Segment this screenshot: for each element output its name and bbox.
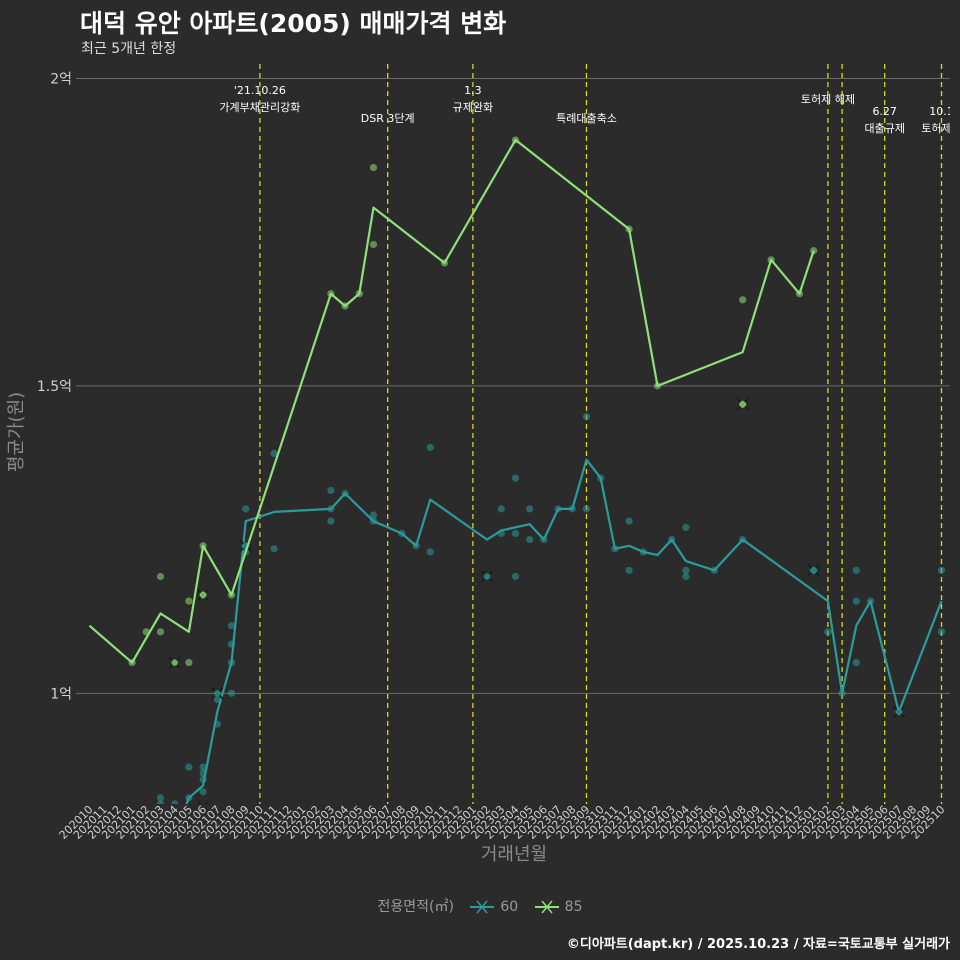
event-label: '21.10.26 (234, 84, 286, 97)
data-point-60 (582, 413, 591, 421)
data-point-60 (185, 763, 193, 771)
data-point-60 (497, 505, 505, 513)
chart-title: 대덕 유안 아파트(2005) 매매가격 변화 (80, 9, 507, 38)
x-marker-dot (171, 659, 178, 666)
data-point-60 (852, 566, 860, 574)
x-marker-stroke (205, 801, 210, 804)
data-point-60 (242, 505, 250, 513)
x-marker-dot (895, 708, 903, 715)
legend: 전용면적(㎡) 60 85 (0, 896, 960, 916)
data-point-60 (682, 566, 690, 574)
x-marker-dot (739, 401, 746, 408)
x-marker-dot (202, 803, 204, 804)
data-point-85 (185, 597, 193, 605)
data-point-60 (824, 628, 832, 636)
data-point-60 (937, 566, 946, 574)
event-label: 6.27 (872, 105, 897, 118)
data-point-60 (270, 545, 278, 553)
data-point-85 (156, 628, 165, 636)
y-tick-label: 2억 (50, 71, 72, 87)
data-point-60 (426, 443, 434, 451)
x-marker-60 (892, 705, 905, 718)
data-point-60 (511, 474, 520, 482)
data-point-85 (369, 240, 378, 249)
data-point-60 (171, 843, 178, 850)
data-point-60 (270, 449, 278, 458)
x-marker-85 (736, 398, 749, 411)
data-point-60 (852, 597, 860, 605)
data-point-60 (682, 523, 690, 531)
y-axis-title: 평균가(원) (6, 392, 27, 472)
data-point-60 (625, 566, 633, 574)
data-point-60 (156, 794, 165, 802)
series-line-60 (185, 458, 943, 804)
data-point-60 (526, 536, 534, 544)
data-point-85 (369, 164, 378, 172)
data-point-60 (143, 868, 150, 875)
data-point-60 (682, 572, 690, 581)
event-label: 대출규제 (864, 122, 904, 135)
x-marker-dot (199, 591, 207, 599)
event-label: 10.1 (929, 105, 954, 118)
event-label: 토허제 해제 (801, 92, 855, 106)
data-point-60 (227, 689, 236, 697)
event-label: DSR 3단계 (361, 112, 415, 125)
x-marker-60 (211, 687, 224, 700)
data-point-60 (937, 628, 946, 636)
legend-swatch-85 (534, 900, 559, 914)
data-point-60 (171, 800, 179, 804)
chart-caption: ©디아파트(dapt.kr) / 2025.10.23 / 자료=국토교통부 실… (566, 937, 950, 952)
x-marker-85 (197, 588, 210, 602)
chart-subtitle: 최근 5개년 한정 (81, 41, 177, 57)
data-point-60 (625, 517, 633, 525)
data-point-60 (511, 529, 520, 538)
series-line-85 (88, 138, 815, 664)
x-marker-dot (214, 690, 221, 697)
event-label: 1.3 (464, 84, 482, 97)
x-marker-stroke (197, 801, 202, 804)
x-marker-dot (483, 573, 491, 580)
data-point-60 (156, 800, 165, 804)
x-marker-dot (810, 567, 817, 574)
legend-label-85: 85 (564, 899, 583, 915)
data-point-60 (526, 505, 534, 513)
legend-title: 전용면적(㎡) (377, 899, 454, 915)
data-point-60 (227, 622, 236, 630)
x-marker-85 (168, 656, 181, 669)
legend-swatch-60 (470, 900, 495, 914)
data-point-60 (511, 572, 520, 581)
event-label: 가계부채관리강화 (219, 101, 300, 114)
data-point-60 (327, 517, 335, 525)
data-point-85 (739, 296, 747, 304)
data-point-60 (199, 763, 207, 771)
event-label: 토허제확 (921, 122, 960, 135)
x-marker-60 (807, 564, 820, 577)
data-point-60 (129, 856, 136, 863)
event-label: 규제완화 (453, 101, 493, 114)
event-label: 특례대출축소 (556, 112, 617, 125)
data-point-60 (582, 505, 591, 513)
x-marker-60 (197, 801, 210, 804)
data-point-60 (199, 788, 207, 796)
data-point-60 (327, 486, 335, 495)
y-tick-label: 1억 (50, 686, 72, 702)
legend-item-85: 85 (533, 899, 583, 915)
data-point-60 (426, 548, 434, 556)
y-tick-label: 1.5억 (37, 379, 72, 395)
x-axis-title: 거래년월 (481, 844, 547, 865)
legend-item-60: 60 (468, 899, 518, 915)
data-point-85 (156, 572, 165, 581)
data-point-60 (213, 695, 221, 704)
data-point-60 (852, 658, 860, 667)
data-point-85 (185, 658, 193, 667)
x-marker-60 (481, 570, 494, 583)
legend-label-60: 60 (500, 899, 519, 915)
data-point-60 (369, 511, 378, 519)
